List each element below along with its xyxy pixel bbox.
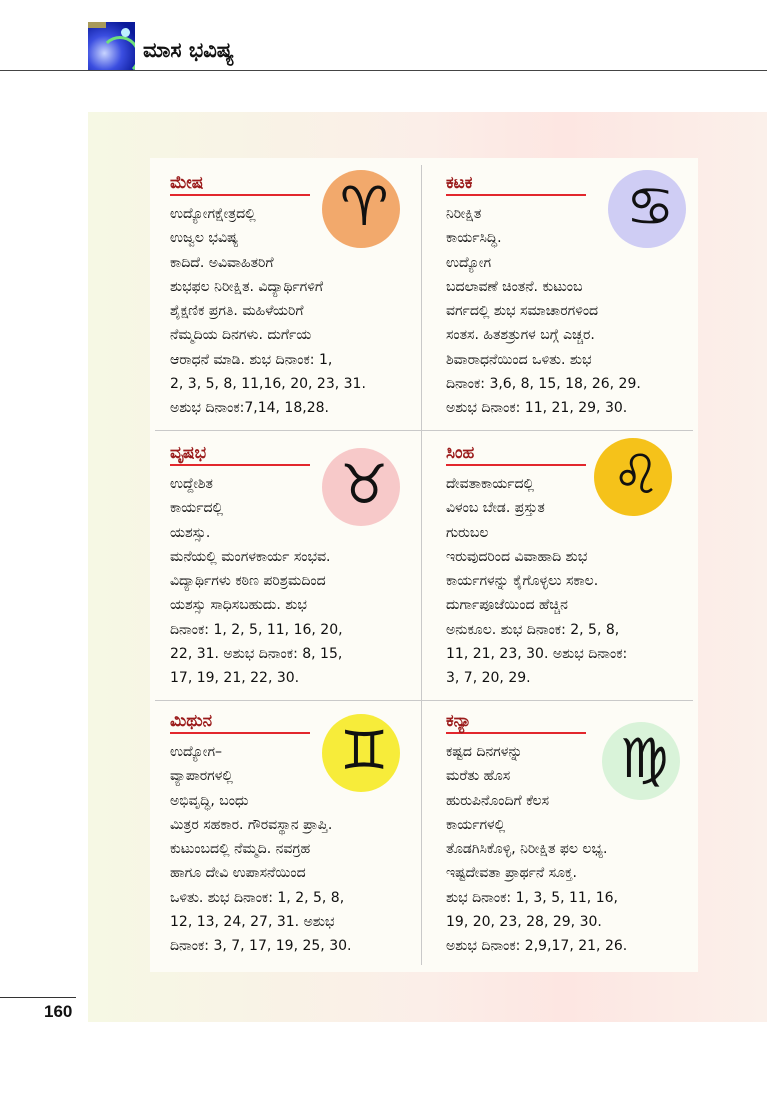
sign-section: ಮಿಥುನ ಉದ್ಯೋಗ– ವ್ಯಾಪಾರಗಳಲ್ಲಿ ಅಭಿವೃದ್ಧಿ, ಬಂಧು… xyxy=(170,710,430,959)
sign-heading: ಮೇಷ xyxy=(170,173,204,193)
forecast-line: ಶುಭಫಲ ನಿರೀಕ್ಷಿತ. ವಿದ್ಯಾರ್ಥಿಗಳಿಗೆ xyxy=(170,278,324,295)
page-title: ಮಾಸ ಭವಿಷ್ಯ xyxy=(143,38,234,62)
forecast-line: 12, 13, 24, 27, 31. ಅಶುಭ xyxy=(170,914,335,931)
twins-icon-glyph: ♊ xyxy=(340,719,389,782)
forecast-line: ವರ್ಗದಲ್ಲಿ ಶುಭ ಸಮಾಚಾರಗಳಿಂದ xyxy=(446,303,599,320)
forecast-line: ಯಶಸ್ಸು ಸಾಧಿಸಬಹುದು. ಶುಭ xyxy=(170,597,307,614)
heading-underline xyxy=(446,194,586,196)
forecast-line: ದಿನಾಂಕ: 3, 7, 17, 19, 25, 30. xyxy=(170,938,352,955)
forecast-line: ಅಶುಭ ದಿನಾಂಕ:7,14, 18,28. xyxy=(170,400,329,417)
forecast-line: 2, 3, 5, 8, 11,16, 20, 23, 31. xyxy=(170,376,366,393)
forecast-line: ಸಂತಸ. ಹಿತಶತ್ರುಗಳ ಬಗ್ಗೆ ಎಚ್ಚರ. xyxy=(446,327,595,344)
forecast-line: ಕಾರ್ಯಗಳಲ್ಲಿ xyxy=(446,816,506,833)
footer-rule xyxy=(0,997,76,998)
forecast-line: ಉದ್ಯೋಗ– xyxy=(170,744,223,760)
forecast-line: ಉದ್ದೇಶಿತ xyxy=(170,476,213,492)
forecast-line: ಶಿವಾರಾಧನೆಯಿಂದ ಒಳಿತು. ಶುಭ xyxy=(446,351,592,368)
forecast-line: 22, 31. ಅಶುಭ ದಿನಾಂಕ: 8, 15, xyxy=(170,646,343,663)
forecast-line: ಅನುಕೂಲ. ಶುಭ ದಿನಾಂಕ: 2, 5, 8, xyxy=(446,621,620,638)
lion-icon: ♌ xyxy=(594,438,672,516)
row-divider xyxy=(155,430,693,431)
forecast-line: 17, 19, 21, 22, 30. xyxy=(170,670,300,687)
horoscope-card xyxy=(150,158,698,972)
lion-icon-glyph: ♌ xyxy=(612,443,661,506)
page-number: 160 xyxy=(44,1002,73,1021)
forecast-line: ಮಿತ್ರರ ಸಹಕಾರ. ಗೌರವಸ್ಥಾನ ಪ್ರಾಪ್ತಿ. xyxy=(170,816,333,833)
forecast-line: ಕಾದಿದೆ. ಅವಿವಾಹಿತರಿಗೆ xyxy=(170,254,274,271)
forecast-line: ದಿನಾಂಕ: 3,6, 8, 15, 18, 26, 29. xyxy=(446,376,641,393)
bull-icon: ♉ xyxy=(322,448,400,526)
forecast-line: ನೆಮ್ಮದಿಯ ದಿನಗಳು. ದುರ್ಗೆಯ xyxy=(170,327,312,344)
forecast-line: ಗುರುಬಲ xyxy=(446,524,489,541)
forecast-line: ಒಳಿತು. ಶುಭ ದಿನಾಂಕ: 1, 2, 5, 8, xyxy=(170,889,345,906)
forecast-line: ಶೈಕ್ಷಣಿಕ ಪ್ರಗತಿ. ಮಹಿಳೆಯರಿಗೆ xyxy=(170,303,304,320)
virgo-icon-glyph: ♍ xyxy=(620,727,669,790)
forecast-line: 3, 7, 20, 29. xyxy=(446,670,531,687)
forecast-line: ವಿಳಂಬ ಬೇಡ. ಪ್ರಸ್ತುತ xyxy=(446,500,545,517)
forecast-line: ಉದ್ಯೋಗ xyxy=(446,254,492,271)
forecast-line: ಮನೆಯಲ್ಲಿ ಮಂಗಳಕಾರ್ಯ ಸಂಭವ. xyxy=(170,548,331,565)
ram-icon: ♈ xyxy=(322,170,400,248)
header-rule xyxy=(0,70,767,71)
forecast-line: ಅಭಿವೃದ್ಧಿ, ಬಂಧು xyxy=(170,792,249,809)
heading-underline xyxy=(446,732,586,734)
crab-icon: ♋ xyxy=(608,170,686,248)
column-divider xyxy=(421,165,422,965)
forecast-line: ಹಾಗೂ ದೇವಿ ಉಪಾಸನೆಯಿಂದ xyxy=(170,865,306,882)
forecast-line: ದುರ್ಗಾಪೂಜೆಯಿಂದ ಹೆಚ್ಚಿನ xyxy=(446,597,568,614)
forecast-line: ಕಾರ್ಯಸಿದ್ಧಿ. xyxy=(446,230,502,247)
globe-logo xyxy=(88,22,135,70)
forecast-line: 19, 20, 23, 28, 29, 30. xyxy=(446,914,602,931)
sign-heading: ಸಿಂಹ xyxy=(446,443,475,463)
forecast-line: ನಿರೀಕ್ಷಿತ xyxy=(446,206,482,222)
forecast-line: ಮರೆತು ಹೊಸ xyxy=(446,768,511,785)
forecast-line: 11, 21, 23, 30. ಅಶುಭ ದಿನಾಂಕ: xyxy=(446,646,628,663)
heading-underline xyxy=(170,732,310,734)
forecast-line: ಅಶುಭ ದಿನಾಂಕ: 2,9,17, 21, 26. xyxy=(446,938,628,955)
forecast-line: ಕುಟುಂಬದಲ್ಲಿ ನೆಮ್ಮದಿ. ನವಗ್ರಹ xyxy=(170,841,311,858)
sign-section: ಮೇಷ ಉದ್ಯೋಗಕ್ಷೇತ್ರದಲ್ಲಿ ಉಜ್ವಲ ಭವಿಷ್ಯ ಕಾದಿದೆ.… xyxy=(170,172,430,421)
sign-heading: ಮಿಥುನ xyxy=(170,711,213,731)
forecast-line: ಬದಲಾವಣೆ ಚಿಂತನೆ. ಕುಟುಂಬ xyxy=(446,278,583,295)
row-divider xyxy=(155,700,693,701)
forecast-line: ಶುಭ ದಿನಾಂಕ: 1, 3, 5, 11, 16, xyxy=(446,889,618,906)
sign-heading: ವೃಷಭ xyxy=(170,443,207,463)
heading-underline xyxy=(446,464,586,466)
sign-heading: ಕಟಕ xyxy=(446,173,473,193)
forecast-line: ಆರಾಧನೆ ಮಾಡಿ. ಶುಭ ದಿನಾಂಕ: 1, xyxy=(170,351,333,368)
forecast-line: ದಿನಾಂಕ: 1, 2, 5, 11, 16, 20, xyxy=(170,621,343,638)
forecast-line: ಕಷ್ಟದ ದಿನಗಳನ್ನು xyxy=(446,744,523,760)
forecast-line: ಇರುವುದರಿಂದ ವಿವಾಹಾದಿ ಶುಭ xyxy=(446,548,588,565)
heading-underline xyxy=(170,194,310,196)
forecast-line: ಯಶಸ್ಸು. xyxy=(170,524,211,541)
forecast-line: ವ್ಯಾಪಾರಗಳಲ್ಲಿ xyxy=(170,768,233,785)
forecast-line: ಕಾರ್ಯಗಳನ್ನು ಕೈಗೊಳ್ಳಲು ಸಕಾಲ. xyxy=(446,573,599,590)
sign-heading: ಕನ್ಯಾ xyxy=(446,711,472,731)
forecast-line: ಉಜ್ವಲ ಭವಿಷ್ಯ xyxy=(170,230,239,247)
forecast-line: ಉದ್ಯೋಗಕ್ಷೇತ್ರದಲ್ಲಿ xyxy=(170,206,256,222)
heading-underline xyxy=(170,464,310,466)
forecast-line: ಇಷ್ಟದೇವತಾ ಪ್ರಾರ್ಥನೆ ಸೂಕ್ತ. xyxy=(446,865,577,882)
sign-section: ಕನ್ಯಾ ಕಷ್ಟದ ದಿನಗಳನ್ನು ಮರೆತು ಹೊಸ ಹುರುಪಿನೊಂದಿ… xyxy=(446,710,706,959)
bull-icon-glyph: ♉ xyxy=(340,453,389,516)
forecast-line: ಹುರುಪಿನೊಂದಿಗೆ ಕೆಲಸ xyxy=(446,792,550,809)
sign-section: ಕಟಕ ನಿರೀಕ್ಷಿತ ಕಾರ್ಯಸಿದ್ಧಿ. ಉದ್ಯೋಗ ಬದಲಾವಣೆ ಚಿ… xyxy=(446,172,706,421)
sign-section: ವೃಷಭ ಉದ್ದೇಶಿತ ಕಾರ್ಯದಲ್ಲಿ ಯಶಸ್ಸು. ಮನೆಯಲ್ಲಿ ಮಂ… xyxy=(170,442,430,691)
forecast-line: ದೇವತಾಕಾರ್ಯದಲ್ಲಿ xyxy=(446,476,535,492)
forecast-line: ತೊಡಗಿಸಿಕೊಳ್ಳಿ, ನಿರೀಕ್ಷಿತ ಫಲ ಲಭ್ಯ. xyxy=(446,841,608,858)
forecast-line: ಕಾರ್ಯದಲ್ಲಿ xyxy=(170,500,224,517)
sign-section: ಸಿಂಹ ದೇವತಾಕಾರ್ಯದಲ್ಲಿ ವಿಳಂಬ ಬೇಡ. ಪ್ರಸ್ತುತ ಗು… xyxy=(446,442,706,691)
forecast-line: ಅಶುಭ ದಿನಾಂಕ: 11, 21, 29, 30. xyxy=(446,400,628,417)
crab-icon-glyph: ♋ xyxy=(626,175,675,238)
ram-icon-glyph: ♈ xyxy=(340,175,389,238)
forecast-line: ವಿದ್ಯಾರ್ಥಿಗಳು ಕಠಿಣ ಪರಿಶ್ರಮದಿಂದ xyxy=(170,573,326,590)
virgo-icon: ♍ xyxy=(602,722,680,800)
twins-icon: ♊ xyxy=(322,714,400,792)
